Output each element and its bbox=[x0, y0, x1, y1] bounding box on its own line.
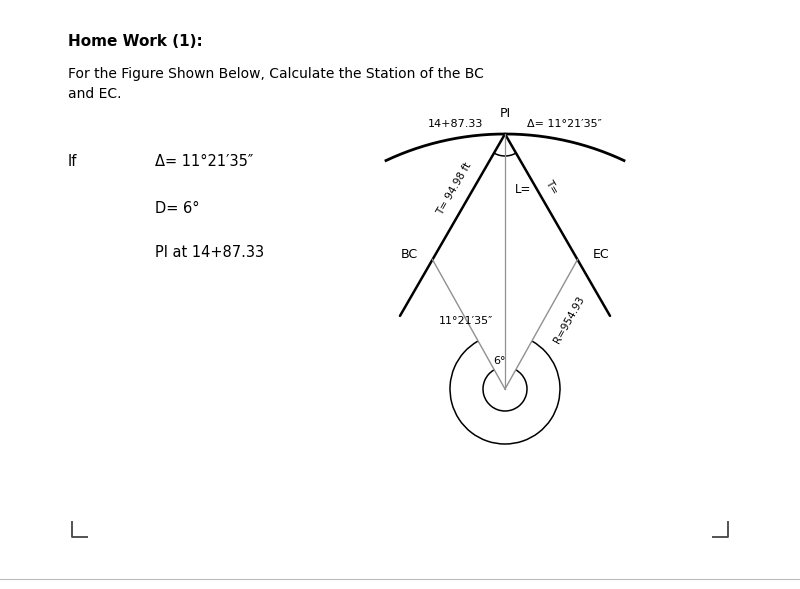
Text: Δ= 11°21′35″: Δ= 11°21′35″ bbox=[527, 119, 602, 129]
Text: If: If bbox=[68, 154, 78, 169]
Text: 11°21′35″: 11°21′35″ bbox=[438, 316, 493, 326]
Text: 6°: 6° bbox=[493, 356, 506, 366]
Text: PI: PI bbox=[499, 107, 510, 120]
Text: For the Figure Shown Below, Calculate the Station of the BC
and EC.: For the Figure Shown Below, Calculate th… bbox=[68, 67, 484, 101]
Text: Pl at 14+87.33: Pl at 14+87.33 bbox=[155, 245, 264, 260]
Text: T= 94.98 ft: T= 94.98 ft bbox=[434, 161, 473, 217]
Text: R=954.93: R=954.93 bbox=[552, 294, 586, 345]
Text: 14+87.33: 14+87.33 bbox=[428, 119, 483, 129]
Text: Δ= 11°21′35″: Δ= 11°21′35″ bbox=[155, 154, 254, 169]
Text: Home Work (1):: Home Work (1): bbox=[68, 34, 202, 49]
Text: T=: T= bbox=[543, 178, 559, 196]
Text: L=: L= bbox=[515, 183, 531, 196]
Text: EC: EC bbox=[593, 248, 609, 261]
Text: BC: BC bbox=[400, 248, 418, 261]
Text: D= 6°: D= 6° bbox=[155, 201, 199, 216]
